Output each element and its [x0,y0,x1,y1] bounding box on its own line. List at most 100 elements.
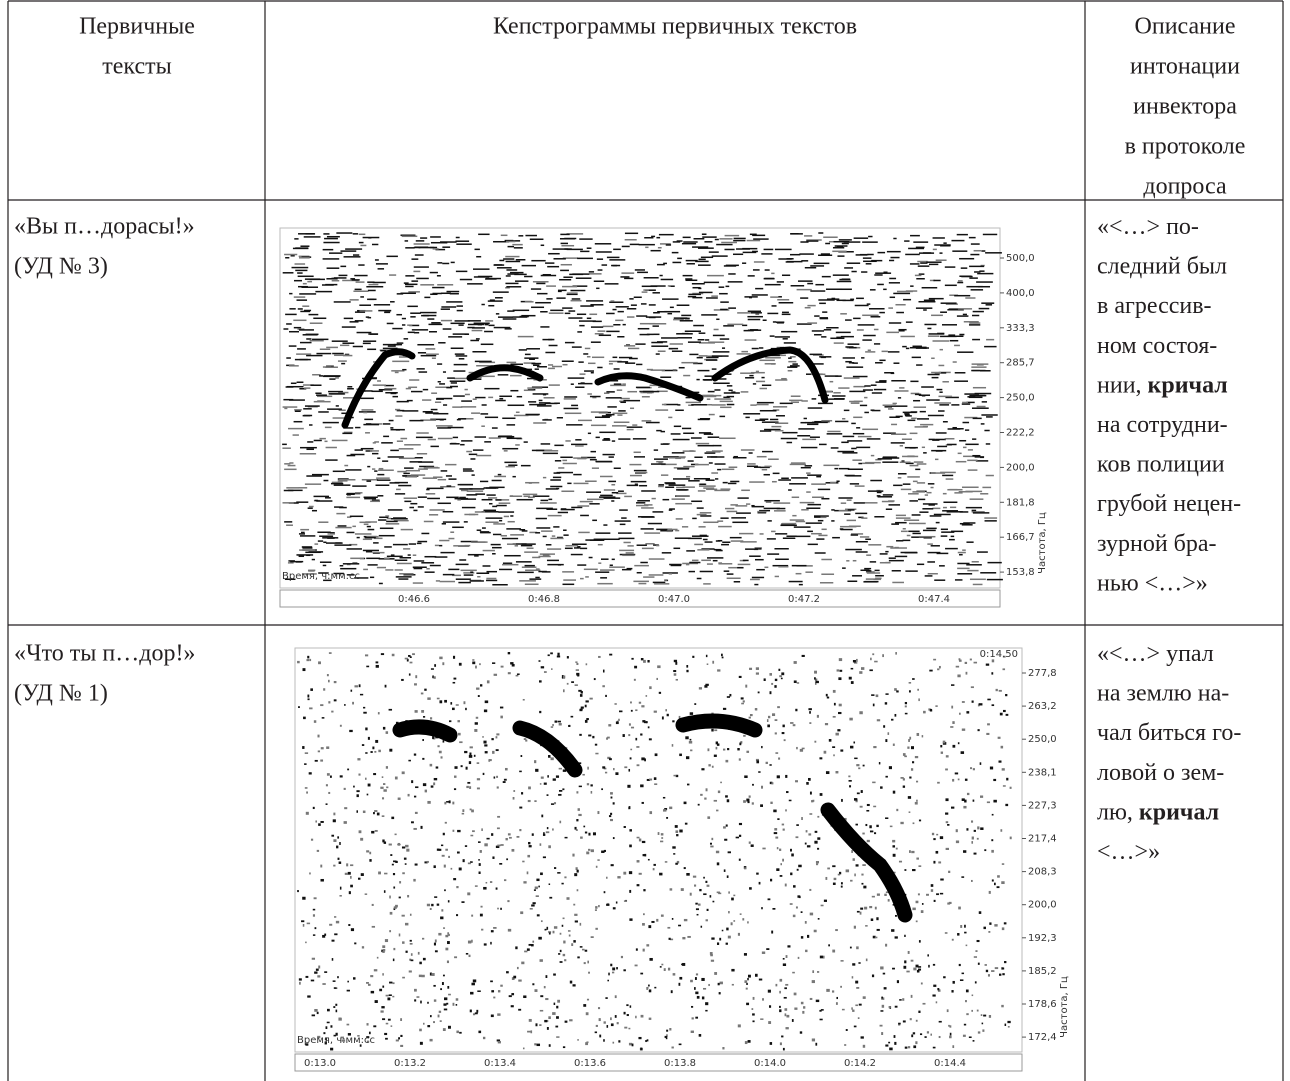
noise [299,293,316,295]
noise [525,570,540,572]
noise [980,572,996,574]
noise [360,694,363,696]
noise [576,277,592,279]
noise [560,961,563,963]
noise [966,564,982,566]
noise [548,339,554,341]
noise [867,840,870,842]
noise [412,329,428,331]
noise [801,447,817,449]
noise [306,449,314,451]
noise [969,266,984,268]
noise [965,429,969,431]
noise [363,237,380,239]
noise [393,886,395,888]
noise [862,315,878,317]
noise [481,344,494,346]
noise [575,684,578,686]
noise [518,235,523,237]
noise [587,783,589,785]
noise [694,457,702,459]
noise [714,755,717,757]
noise [607,1025,609,1028]
noise [826,327,838,329]
noise [665,483,675,485]
noise [334,544,351,546]
noise [628,769,630,772]
noise [810,436,820,438]
noise [971,841,973,844]
noise [805,950,807,952]
noise [670,307,674,309]
noise [710,843,712,845]
noise [516,259,526,261]
noise [611,265,620,267]
noise [284,469,296,471]
noise [362,946,364,948]
noise [662,716,664,719]
noise [885,693,888,695]
noise [550,479,561,481]
noise [895,1006,898,1008]
noise [560,270,569,272]
noise [560,457,572,459]
noise [343,563,359,565]
noise [797,682,799,684]
noise [471,412,480,414]
noise [881,997,883,999]
noise [347,990,350,992]
noise [962,798,965,801]
noise [308,698,310,700]
noise [866,959,868,962]
noise [675,825,678,828]
noise [885,702,887,704]
noise [580,305,593,307]
noise [768,1021,771,1024]
noise [883,404,896,406]
noise [999,690,1002,692]
noise [932,377,939,379]
cepstrogram: 277,8263,2250,0238,1227,3217,4208,3200,0… [295,648,1070,1071]
noise [752,348,759,350]
noise [451,868,453,870]
noise [970,767,972,769]
noise [830,482,836,484]
noise [470,458,475,460]
noise [939,391,942,393]
noise [852,362,858,364]
noise [526,348,540,350]
description-segment: кричал [1139,799,1219,825]
noise [936,1001,938,1003]
noise [405,845,408,848]
noise [766,762,768,764]
noise [383,436,389,438]
noise [931,358,935,360]
noise [413,582,423,584]
noise [472,830,475,832]
noise [528,786,531,789]
noise [920,424,933,426]
noise [381,442,393,444]
noise [385,515,389,517]
noise [883,725,885,728]
noise [676,487,685,489]
noise [877,284,884,286]
noise [450,380,466,382]
noise [797,435,810,437]
noise [819,303,826,305]
noise [645,247,648,249]
noise [739,533,753,535]
noise [963,806,966,809]
noise [432,357,436,359]
noise [377,474,384,476]
noise [327,674,329,676]
noise [414,999,416,1001]
noise [826,989,829,992]
noise [587,999,589,1001]
noise [860,912,862,915]
noise [407,400,413,402]
noise [894,1042,896,1045]
noise [708,984,710,986]
noise [621,956,623,958]
noise [597,583,612,585]
